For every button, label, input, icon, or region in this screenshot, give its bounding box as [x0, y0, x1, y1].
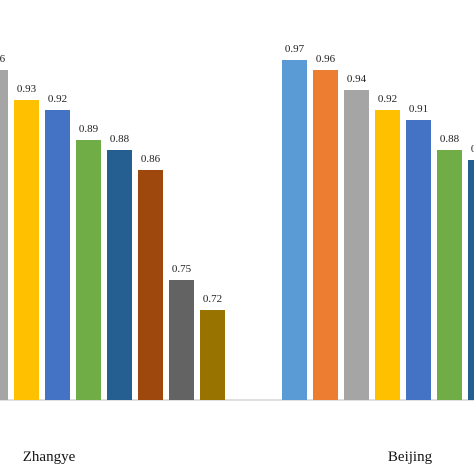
value-label: 0.72: [203, 293, 222, 305]
value-label: 0.96: [0, 53, 6, 65]
bar: [14, 100, 39, 400]
bar: [169, 280, 194, 400]
value-label: 0.88: [440, 133, 460, 145]
value-label: 0.92: [378, 93, 397, 105]
value-label: 0.75: [172, 263, 192, 275]
bar: [107, 150, 132, 400]
bar: [468, 160, 474, 400]
bar: [437, 150, 462, 400]
bar: [344, 90, 369, 400]
value-label: 0.92: [48, 93, 67, 105]
bar: [0, 70, 8, 400]
bar: [375, 110, 400, 400]
category-label: Beijing: [388, 449, 433, 465]
value-label: 0.96: [316, 53, 336, 65]
bar: [313, 70, 338, 400]
value-label: 0.87: [471, 143, 474, 155]
bar: [282, 60, 307, 400]
value-label: 0.91: [409, 103, 428, 115]
value-label: 0.89: [79, 123, 99, 135]
value-label: 0.93: [17, 83, 37, 95]
value-label: 0.94: [347, 73, 367, 85]
bar: [76, 140, 101, 400]
bar: [406, 120, 431, 400]
bar: [200, 310, 225, 400]
value-label: 0.97: [285, 43, 305, 55]
category-label: Zhangye: [23, 449, 76, 465]
value-label: 0.88: [110, 133, 130, 145]
bar: [138, 170, 163, 400]
value-label: 0.86: [141, 153, 161, 165]
bar: [45, 110, 70, 400]
